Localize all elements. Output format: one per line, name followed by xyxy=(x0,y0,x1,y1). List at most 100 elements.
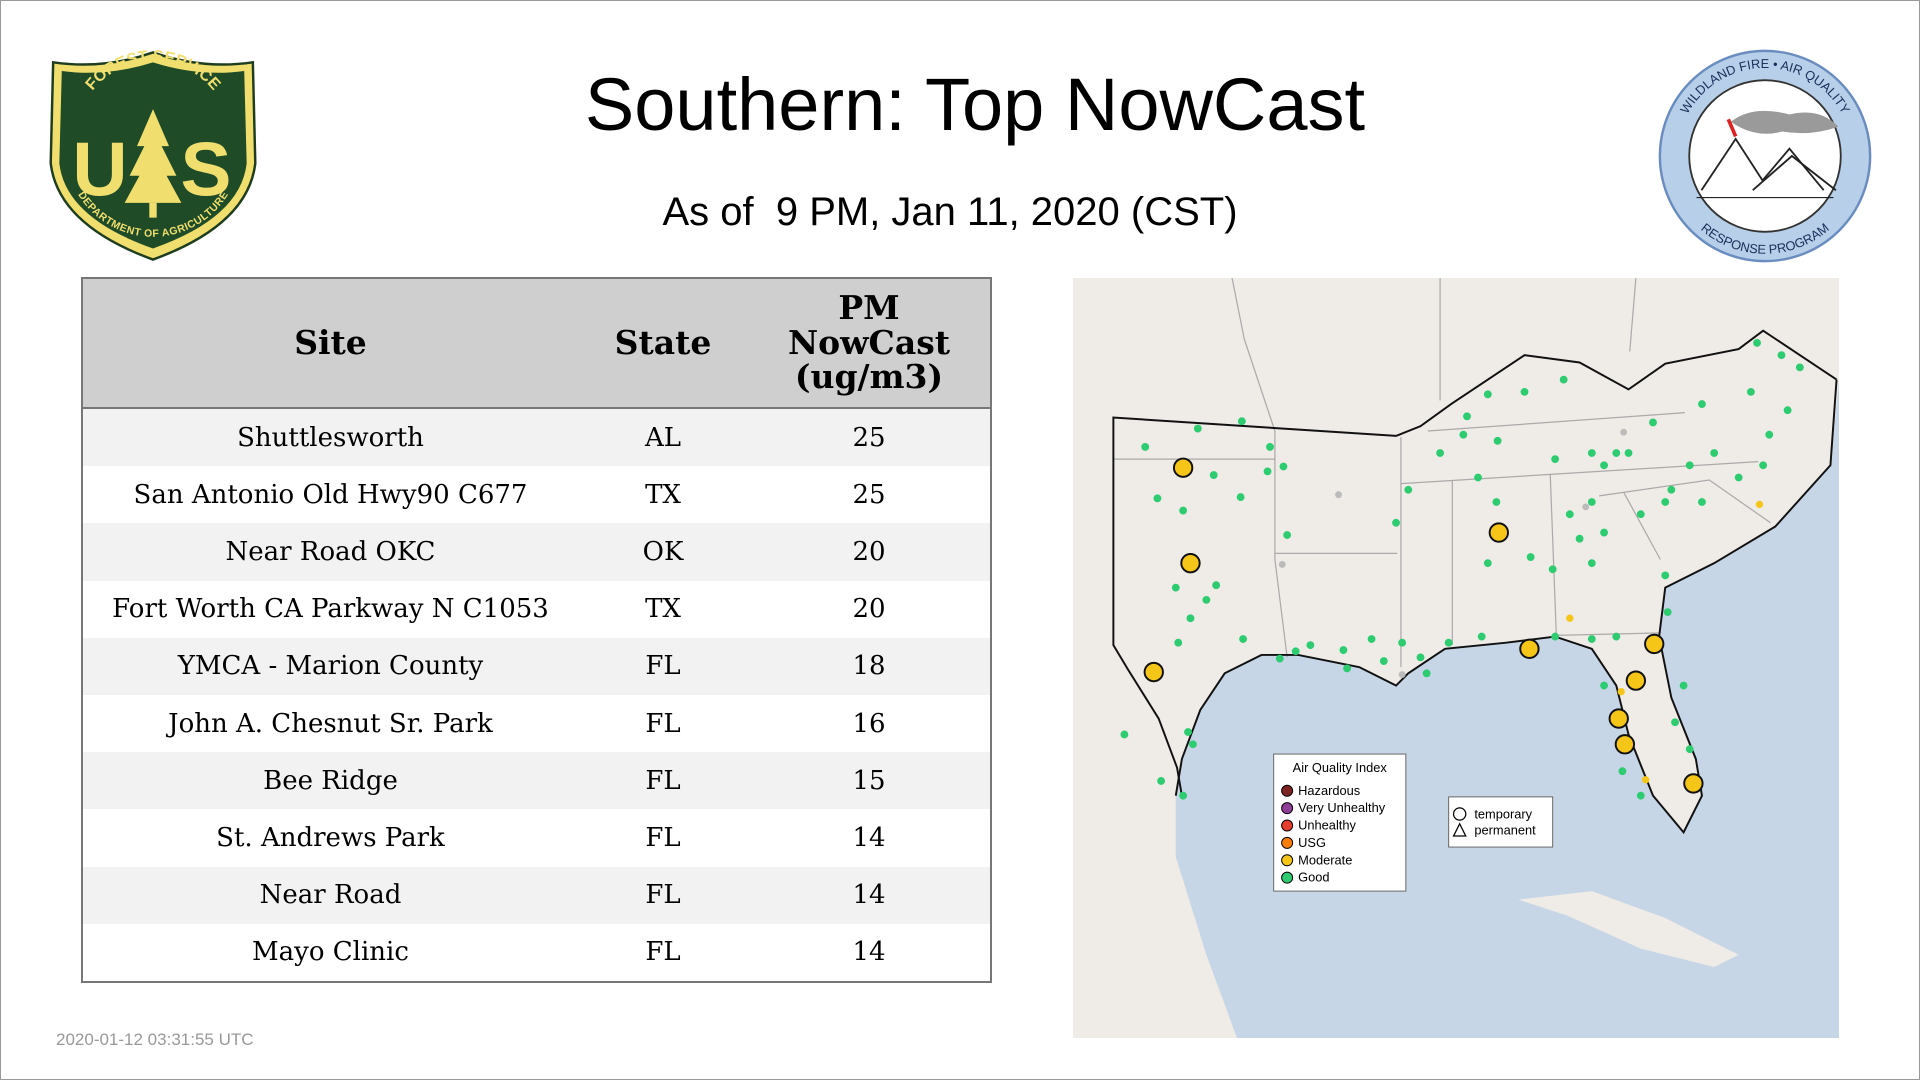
site-cell: Fort Worth CA Parkway N C1053 xyxy=(82,580,578,638)
site-dot xyxy=(1398,638,1407,647)
site-type-label: permanent xyxy=(1474,823,1536,838)
site-dot xyxy=(1263,467,1272,476)
site-dot xyxy=(1641,776,1650,784)
legend-label: Unhealthy xyxy=(1298,818,1356,833)
site-dot xyxy=(1685,745,1694,754)
site-dot xyxy=(1551,632,1560,641)
site-marker xyxy=(1172,457,1194,478)
legend-label: Moderate xyxy=(1298,852,1352,867)
site-dot xyxy=(1587,559,1596,568)
site-dot xyxy=(1157,777,1166,785)
site-dot xyxy=(1184,728,1192,736)
state-cell: FL xyxy=(578,752,748,810)
site-dot xyxy=(1209,471,1218,479)
table-row: Shuttlesworth AL 25 xyxy=(82,408,991,467)
site-dot xyxy=(1141,443,1150,451)
legend-label: Very Unhealthy xyxy=(1298,800,1386,815)
site-dot xyxy=(1636,791,1645,800)
site-dot xyxy=(1422,669,1431,678)
site-dot xyxy=(1783,406,1792,415)
site-dot xyxy=(1548,565,1557,574)
site-marker xyxy=(1644,633,1665,655)
site-marker xyxy=(1625,670,1647,691)
site-dot xyxy=(1582,503,1590,511)
site-dot xyxy=(1483,390,1492,399)
site-dot xyxy=(1306,641,1315,650)
site-marker xyxy=(1614,734,1636,755)
column-header: PM NowCast (ug/m3) xyxy=(748,278,991,409)
timestamp: 2020-01-12 03:31:55 UTC xyxy=(56,1030,254,1049)
header-text: Site xyxy=(294,322,367,362)
site-dot xyxy=(1710,449,1719,457)
site-dot xyxy=(1343,664,1352,673)
table-row: Near Road OKC OK 20 xyxy=(82,523,991,581)
site-dot xyxy=(1392,518,1400,527)
site-cell: Mayo Clinic xyxy=(82,923,578,982)
site-dot xyxy=(1698,498,1706,506)
state-cell: FL xyxy=(578,866,748,924)
column-header: Site xyxy=(82,278,578,409)
title: Southern: Top NowCast xyxy=(584,63,1366,146)
state-cell: TX xyxy=(578,466,748,524)
site-cell: John A. Chesnut Sr. Park xyxy=(82,694,578,753)
subtitle: As of 9 PM, Jan 11, 2020 (CST) xyxy=(662,190,1238,234)
table-row: Bee Ridge FL 15 xyxy=(82,752,991,810)
legend-swatch xyxy=(1281,784,1294,797)
site-dot xyxy=(1612,632,1621,641)
site-dot xyxy=(1617,687,1625,696)
site-dot xyxy=(1463,412,1471,421)
site-marker xyxy=(1683,773,1704,794)
site-dot xyxy=(1765,430,1774,439)
site-dot xyxy=(1795,363,1804,372)
site-dot xyxy=(1587,635,1596,643)
site-dot xyxy=(1734,473,1743,482)
site-dot xyxy=(1600,681,1608,690)
site-dot xyxy=(1179,791,1188,800)
table-row: Mayo Clinic FL 14 xyxy=(82,923,991,982)
nowcast-cell: 15 xyxy=(748,752,991,810)
state-cell: FL xyxy=(578,809,748,867)
state-cell: FL xyxy=(578,637,748,695)
site-dot xyxy=(1520,387,1529,396)
site-dot xyxy=(1755,500,1764,509)
site-cell: San Antonio Old Hwy90 C677 xyxy=(82,466,578,524)
wildland-fire-logo: WILDLAND FIRE • AIR QUALITY RESPONSE PRO… xyxy=(1658,49,1872,263)
site-dot xyxy=(1416,653,1425,662)
state-cell: OK xyxy=(578,523,748,581)
nowcast-cell: 20 xyxy=(748,580,991,638)
table-row: Fort Worth CA Parkway N C1053 TX 20 xyxy=(82,580,991,638)
site-dot xyxy=(1679,681,1688,690)
site-cell: Bee Ridge xyxy=(82,752,578,810)
site-dot xyxy=(1186,614,1195,623)
nowcast-cell: 14 xyxy=(748,866,991,924)
site-dot xyxy=(1661,571,1670,580)
site-dot xyxy=(1379,657,1388,665)
site-marker xyxy=(1608,708,1629,729)
header-text: State xyxy=(614,322,712,362)
site-dot xyxy=(1559,375,1568,384)
site-dot xyxy=(1777,351,1786,360)
site-cell: YMCA - Marion County xyxy=(82,637,578,695)
site-type-label: temporary xyxy=(1474,807,1532,822)
site-dot xyxy=(1404,485,1413,494)
site-dot xyxy=(1618,767,1627,776)
logo-letter: U xyxy=(72,127,127,212)
legend-title: Air Quality Index xyxy=(1293,760,1388,775)
aqi-map: Air Quality Index Hazardous Very Unhealth… xyxy=(1073,278,1839,1038)
site-dot xyxy=(1120,730,1129,739)
site-dot xyxy=(1600,528,1608,537)
site-cell: Near Road OKC xyxy=(82,523,578,581)
site-dot xyxy=(1759,461,1768,470)
site-dot xyxy=(1587,498,1596,506)
site-dot xyxy=(1459,430,1468,439)
site-dot xyxy=(1171,583,1180,592)
site-dot xyxy=(1624,449,1633,457)
site-dot xyxy=(1575,534,1584,543)
site-marker xyxy=(1180,553,1201,574)
legend-label: Good xyxy=(1298,870,1329,885)
site-dot xyxy=(1746,387,1755,396)
nowcast-table: Site State PM NowCast (ug/m3) Shuttleswo… xyxy=(81,277,992,983)
site-dot xyxy=(1339,646,1348,654)
legend-swatch xyxy=(1281,819,1294,832)
table-row: San Antonio Old Hwy90 C677 TX 25 xyxy=(82,466,991,524)
